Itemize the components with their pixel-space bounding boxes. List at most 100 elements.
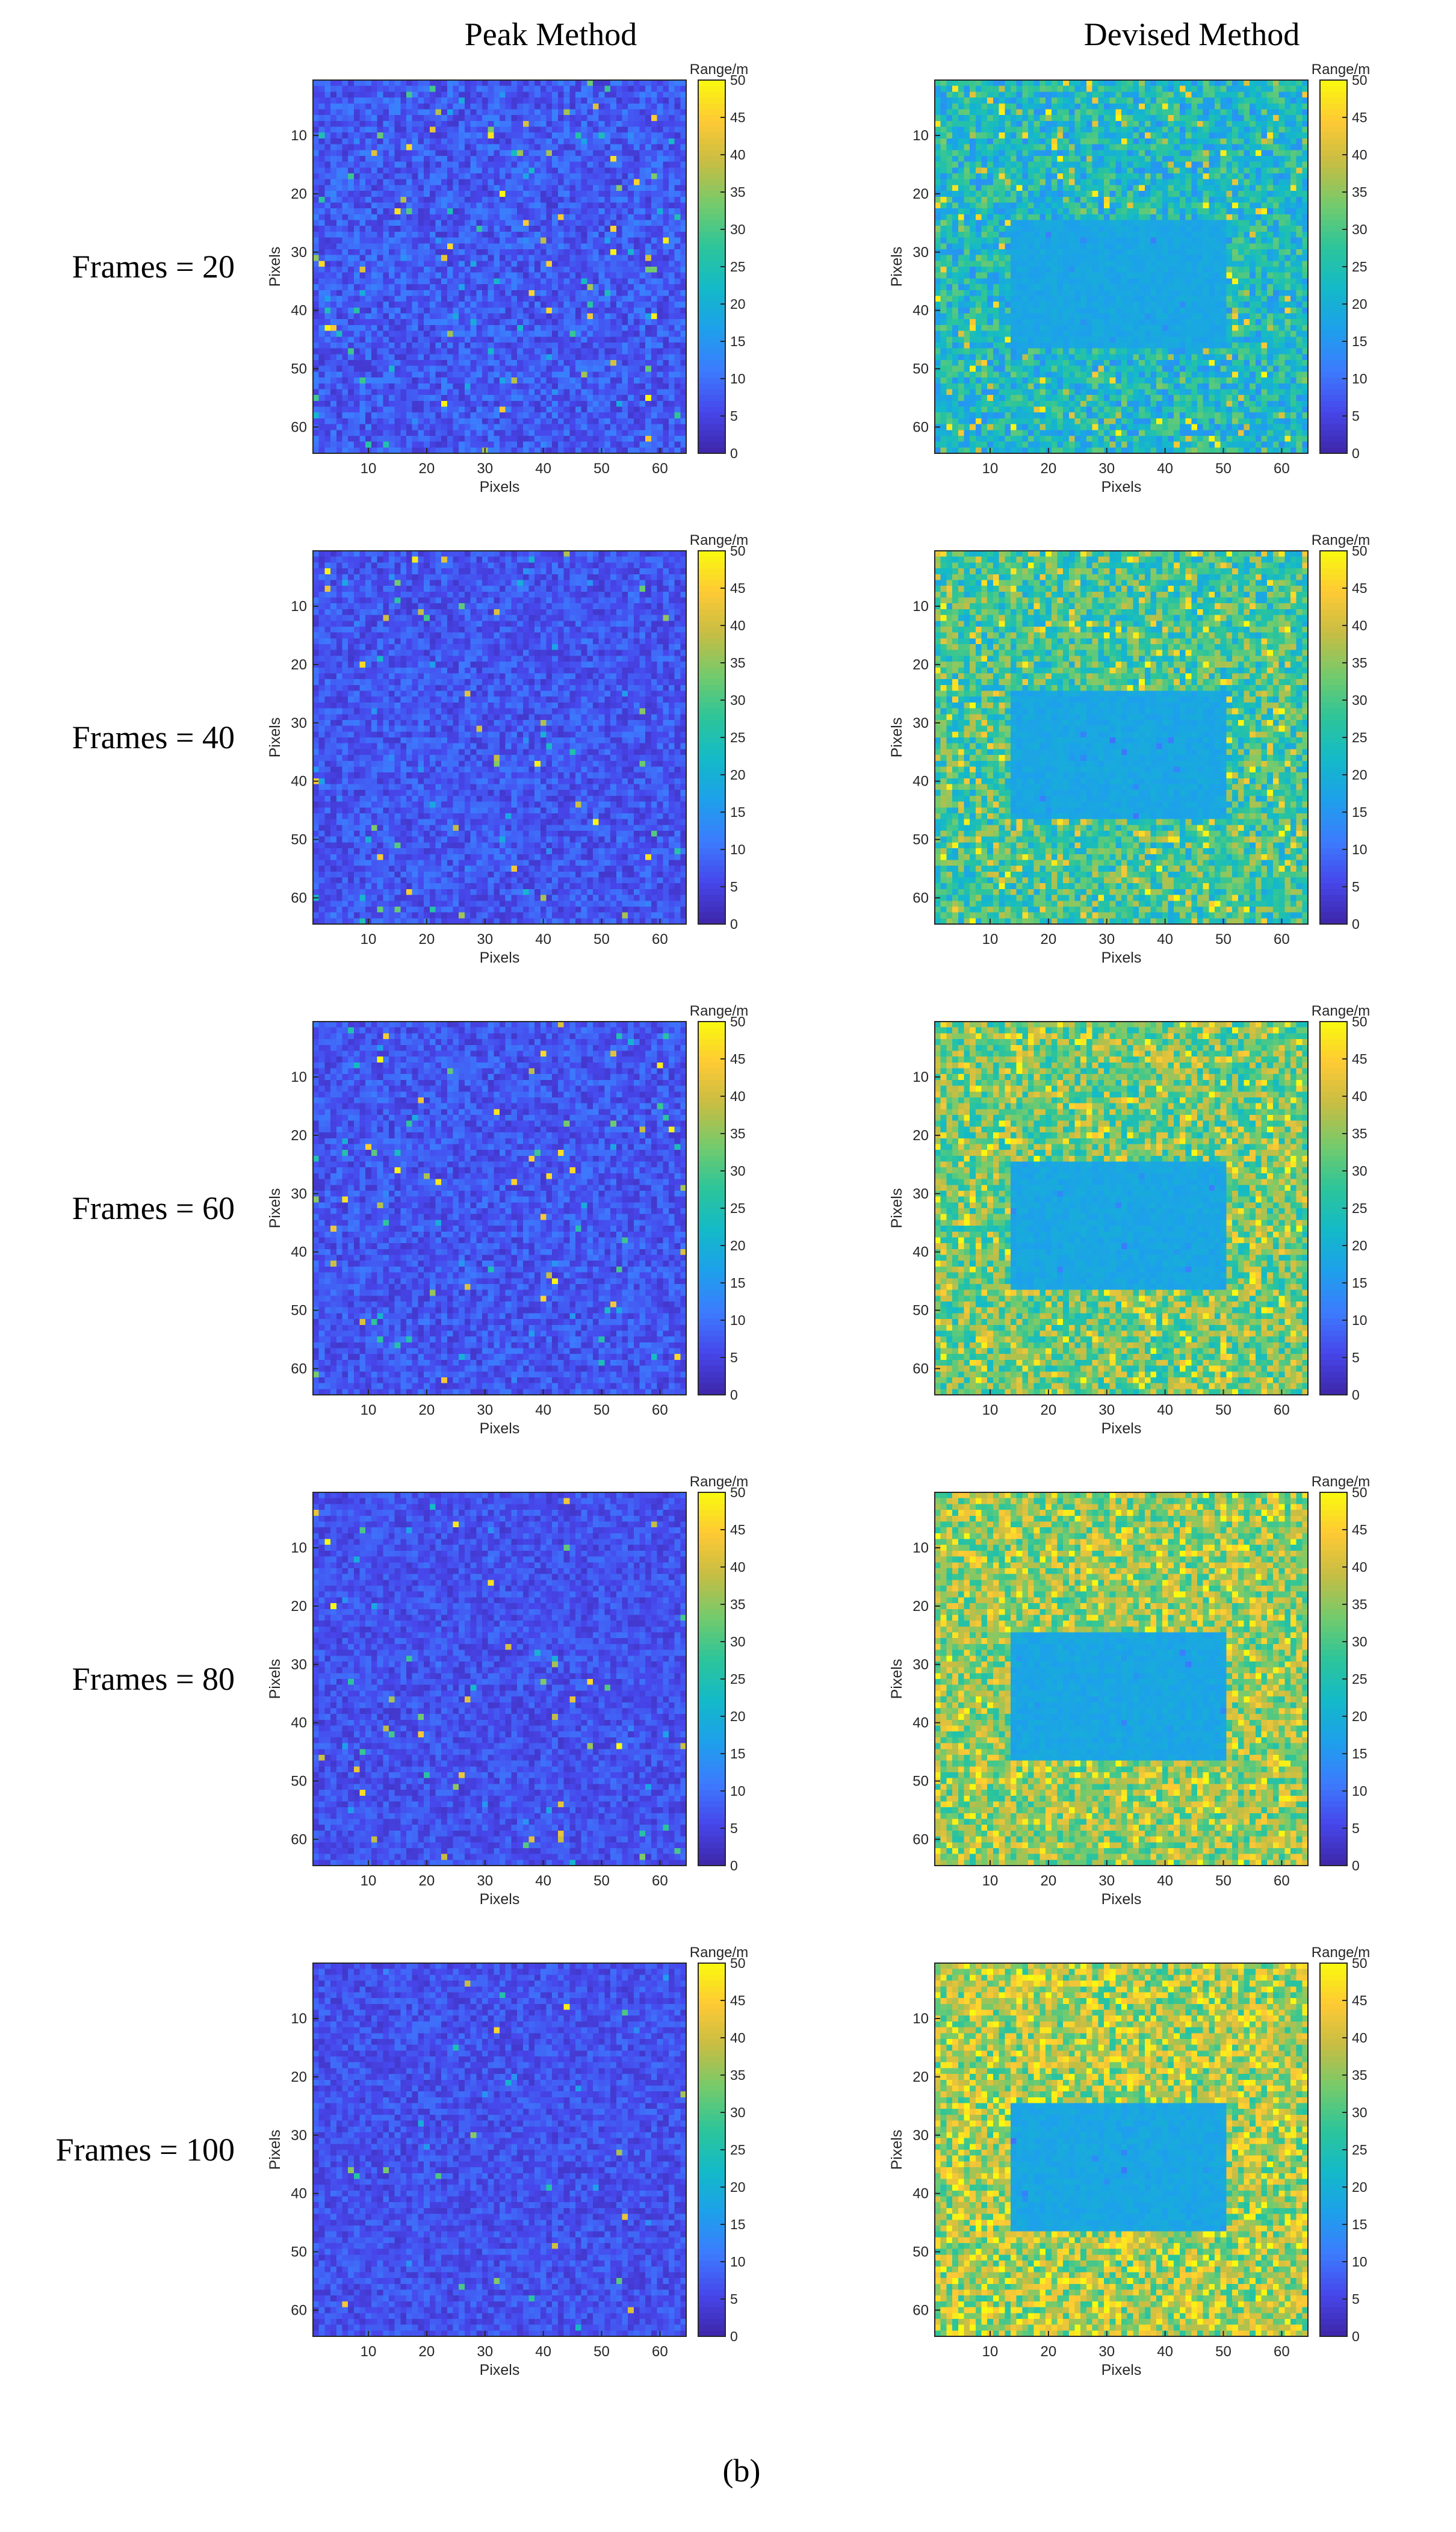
heatmap-cell	[622, 354, 628, 361]
heatmap-cell	[453, 290, 459, 296]
heatmap-cell	[587, 202, 593, 209]
heatmap-cell	[639, 261, 646, 267]
heatmap-cell	[1272, 85, 1279, 92]
heatmap-cell	[353, 430, 360, 436]
heatmap-cell	[552, 103, 559, 110]
heatmap-cell	[557, 324, 564, 331]
heatmap-cell	[593, 255, 599, 261]
heatmap-cell	[546, 98, 553, 104]
heatmap-cell	[494, 272, 500, 279]
heatmap-cell	[540, 424, 547, 430]
heatmap-cell	[604, 354, 611, 361]
heatmap-cell	[616, 191, 622, 197]
heatmap-cell	[633, 383, 640, 389]
heatmap-cell	[394, 220, 401, 226]
heatmap-cell	[528, 103, 535, 110]
heatmap-cell	[622, 226, 628, 232]
heatmap-cell	[500, 354, 506, 361]
heatmap-cell	[365, 214, 372, 220]
heatmap-cell	[534, 120, 541, 127]
heatmap-cell	[412, 167, 418, 174]
heatmap-cell	[342, 179, 349, 185]
heatmap-cell	[313, 406, 320, 413]
heatmap-cell	[522, 243, 529, 250]
heatmap-cell	[488, 150, 494, 157]
heatmap-cell	[639, 313, 646, 320]
heatmap-cell	[488, 412, 494, 419]
heatmap-cell	[593, 360, 599, 367]
heatmap-cell	[494, 400, 500, 407]
heatmap-cell	[645, 98, 652, 104]
heatmap-cell	[447, 243, 453, 250]
heatmap-cell	[1267, 109, 1274, 116]
heatmap-cell	[388, 92, 395, 98]
heatmap-cell	[453, 138, 459, 144]
heatmap-cell	[400, 155, 407, 163]
heatmap-cell	[616, 412, 622, 419]
heatmap-cell	[453, 342, 459, 349]
heatmap-cell	[365, 237, 372, 244]
heatmap-cell	[528, 447, 535, 454]
heatmap-cell	[522, 319, 529, 326]
heatmap-cell	[528, 330, 535, 337]
heatmap-cell	[657, 424, 663, 430]
heatmap-cell	[528, 389, 535, 396]
heatmap-cell	[313, 92, 320, 98]
heatmap-cell	[517, 202, 524, 209]
heatmap-cell	[476, 98, 483, 104]
heatmap-cell	[639, 383, 646, 389]
heatmap-cell	[488, 447, 494, 454]
heatmap-cell	[342, 342, 349, 349]
heatmap-cell	[488, 354, 494, 361]
heatmap-cell	[587, 348, 593, 355]
heatmap-cell	[604, 132, 611, 139]
heatmap-cell	[447, 103, 453, 110]
heatmap-cell	[470, 330, 477, 337]
heatmap-cell	[318, 365, 325, 372]
heatmap-cell	[1255, 120, 1262, 127]
heatmap-cell	[464, 109, 471, 116]
heatmap-cell	[470, 278, 477, 285]
heatmap-cell	[604, 126, 611, 133]
heatmap-cell	[633, 360, 640, 367]
heatmap-cell	[459, 441, 465, 448]
heatmap-cell	[500, 173, 506, 180]
heatmap-cell	[1267, 80, 1274, 87]
heatmap-cell	[494, 313, 500, 320]
heatmap-cell	[412, 290, 418, 296]
heatmap-cell	[383, 132, 389, 139]
heatmap-cell	[540, 284, 547, 291]
heatmap-cell	[680, 430, 687, 436]
heatmap-cell	[639, 430, 646, 436]
heatmap-cell	[1209, 138, 1215, 144]
heatmap-cell	[628, 389, 634, 396]
heatmap-cell	[1005, 126, 1011, 133]
heatmap-cell	[500, 430, 506, 436]
heatmap-cell	[1215, 103, 1221, 110]
heatmap-cell	[522, 377, 529, 384]
heatmap-cell	[470, 400, 477, 407]
heatmap-cell	[371, 249, 377, 256]
heatmap-cell	[663, 231, 669, 238]
heatmap-cell	[318, 424, 325, 430]
heatmap-cell	[435, 191, 442, 197]
heatmap-cell	[610, 214, 617, 220]
heatmap-cell	[633, 150, 640, 157]
heatmap-cell	[330, 278, 337, 285]
heatmap-cell	[418, 231, 424, 238]
heatmap-cell	[388, 237, 395, 244]
heatmap-cell	[353, 243, 360, 250]
heatmap-cell	[435, 447, 442, 454]
heatmap-cell	[412, 226, 418, 232]
heatmap-cell	[575, 179, 582, 185]
heatmap-cell	[598, 132, 605, 139]
heatmap-cell	[406, 430, 413, 436]
heatmap-cell	[1086, 138, 1092, 144]
heatmap-cell	[610, 161, 617, 168]
heatmap-cell	[464, 255, 471, 261]
heatmap-cell	[1162, 126, 1168, 133]
heatmap-cell	[459, 249, 465, 256]
colorbar-segment	[698, 284, 725, 291]
heatmap-cell	[494, 243, 500, 250]
heatmap-cell	[453, 155, 459, 163]
